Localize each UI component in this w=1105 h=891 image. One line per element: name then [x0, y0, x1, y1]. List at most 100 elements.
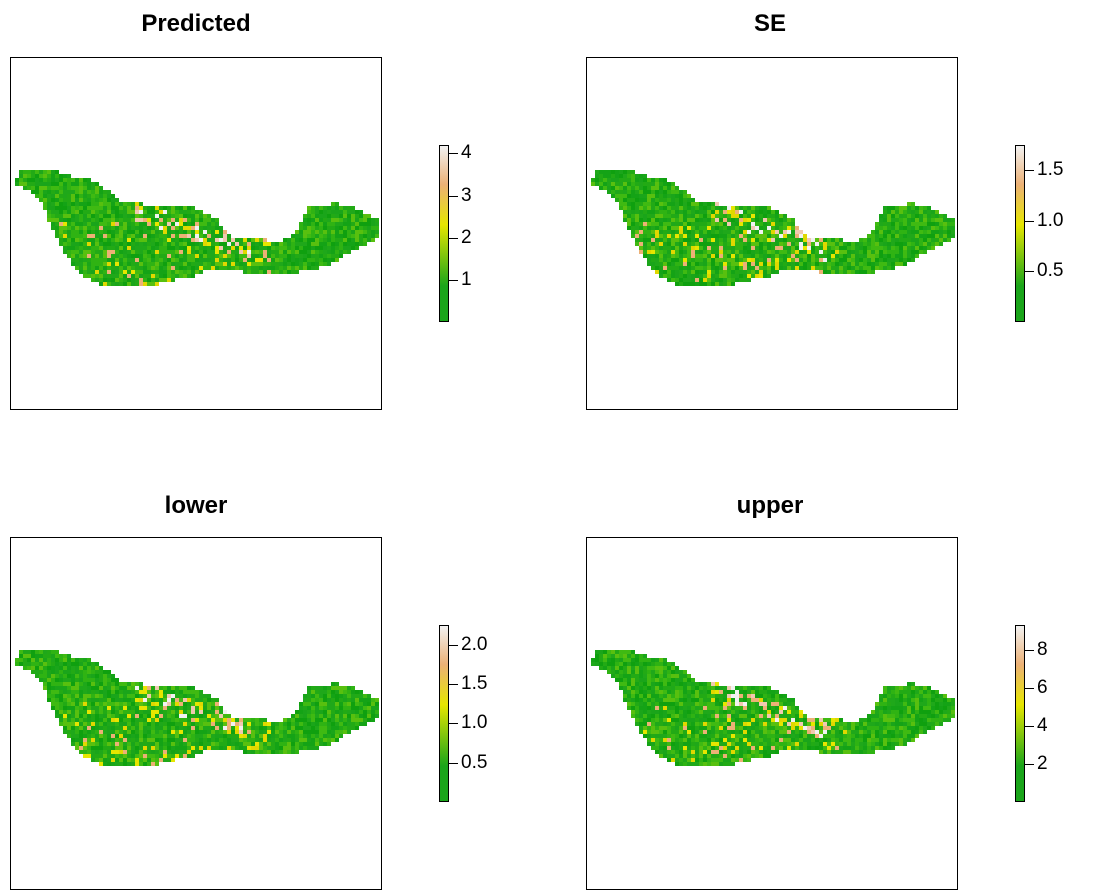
raster-cell [751, 210, 755, 214]
raster-cell [95, 738, 99, 742]
raster-cell [807, 722, 811, 726]
raster-cell [611, 658, 615, 662]
raster-cell [123, 694, 127, 698]
raster-cell [903, 706, 907, 710]
raster-cell [239, 726, 243, 730]
raster-cell [739, 234, 743, 238]
raster-cell [199, 730, 203, 734]
raster-cell [87, 210, 91, 214]
raster-cell [311, 250, 315, 254]
raster-cell [219, 722, 223, 726]
raster-cell [99, 678, 103, 682]
raster-cell [891, 222, 895, 226]
raster-cell [67, 682, 71, 686]
raster-cell [311, 242, 315, 246]
raster-cell [155, 730, 159, 734]
raster-cell [931, 210, 935, 214]
raster-cell [735, 222, 739, 226]
raster-cell [111, 706, 115, 710]
raster-cell [339, 702, 343, 706]
raster-cell [131, 230, 135, 234]
raster-cell [327, 234, 331, 238]
raster-cell [747, 242, 751, 246]
raster-cell [643, 722, 647, 726]
raster-cell [99, 754, 103, 758]
raster-cell [659, 726, 663, 730]
raster-cell [119, 742, 123, 746]
raster-cell [875, 726, 879, 730]
raster-cell [295, 742, 299, 746]
raster-cell [803, 266, 807, 270]
raster-cell [203, 250, 207, 254]
raster-cell [147, 230, 151, 234]
raster-cell [699, 726, 703, 730]
raster-cell [211, 726, 215, 730]
raster-cell [703, 266, 707, 270]
raster-cell [219, 246, 223, 250]
raster-cell [239, 746, 243, 750]
raster-cell [699, 238, 703, 242]
raster-cell [159, 266, 163, 270]
raster-cell [203, 746, 207, 750]
raster-cell [167, 214, 171, 218]
raster-cell [891, 254, 895, 258]
raster-cell [859, 266, 863, 270]
raster-cell [135, 682, 139, 686]
raster-cell [299, 714, 303, 718]
raster-cell [91, 698, 95, 702]
raster-cell [635, 202, 639, 206]
raster-cell [71, 706, 75, 710]
raster-cell [719, 254, 723, 258]
raster-cell [215, 702, 219, 706]
raster-cell [763, 722, 767, 726]
raster-cell [63, 690, 67, 694]
raster-cell [623, 698, 627, 702]
raster-cell [187, 210, 191, 214]
raster-cell [639, 726, 643, 730]
raster-cell [835, 726, 839, 730]
raster-cell [127, 706, 131, 710]
raster-cell [155, 274, 159, 278]
raster-cell [79, 246, 83, 250]
raster-cell [203, 266, 207, 270]
raster-cell [359, 714, 363, 718]
raster-cell [139, 242, 143, 246]
raster-cell [99, 274, 103, 278]
raster-cell [683, 278, 687, 282]
raster-cell [159, 222, 163, 226]
raster-cell [847, 734, 851, 738]
map-frame [10, 537, 382, 890]
raster-cell [699, 206, 703, 210]
raster-cell [355, 710, 359, 714]
raster-cell [255, 726, 259, 730]
raster-cell [63, 218, 67, 222]
raster-cell [911, 710, 915, 714]
raster-cell [915, 726, 919, 730]
raster-cell [651, 714, 655, 718]
raster-cell [635, 718, 639, 722]
raster-cell [335, 682, 339, 686]
raster-cell [343, 686, 347, 690]
raster-cell [183, 690, 187, 694]
raster-cell [671, 226, 675, 230]
raster-cell [55, 182, 59, 186]
raster-cell [795, 726, 799, 730]
raster-cell [895, 246, 899, 250]
raster-cell [171, 734, 175, 738]
raster-cell [307, 742, 311, 746]
raster-cell [723, 230, 727, 234]
raster-cell [143, 710, 147, 714]
raster-cell [83, 726, 87, 730]
raster-cell [635, 190, 639, 194]
raster-cell [631, 186, 635, 190]
raster-cell [299, 266, 303, 270]
raster-cell [311, 230, 315, 234]
raster-cell [71, 218, 75, 222]
raster-cell [39, 174, 43, 178]
raster-cell [815, 250, 819, 254]
raster-cell [335, 710, 339, 714]
raster-cell [263, 254, 267, 258]
raster-cell [215, 226, 219, 230]
raster-cell [887, 710, 891, 714]
raster-cell [359, 242, 363, 246]
